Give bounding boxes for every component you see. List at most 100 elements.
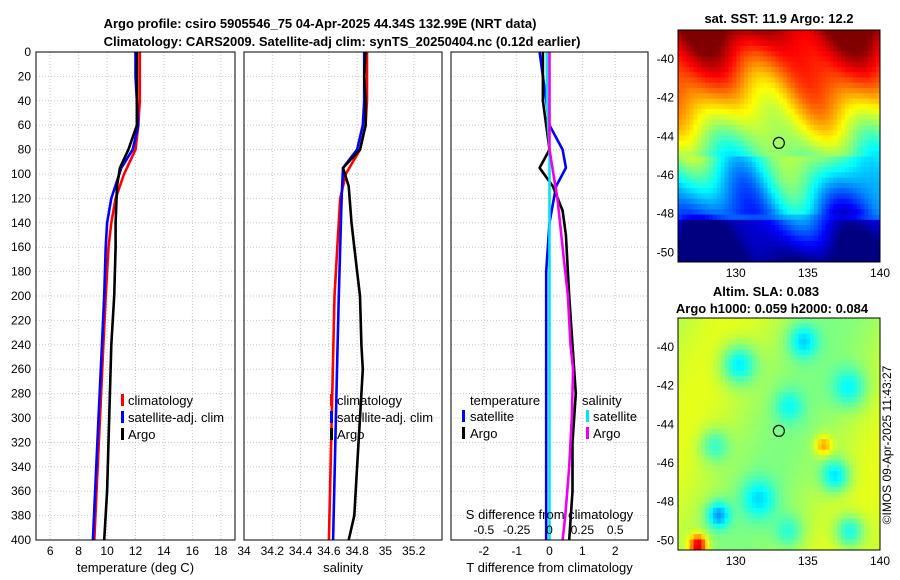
map-cell	[841, 486, 846, 493]
map-cell	[744, 465, 749, 472]
map-cell	[728, 146, 733, 152]
map-cell	[817, 256, 823, 263]
map-cell	[790, 93, 795, 99]
map-cell	[833, 360, 838, 366]
map-cell	[845, 349, 850, 356]
map-cell	[720, 209, 726, 215]
map-cell	[790, 376, 795, 382]
map-cell	[767, 365, 772, 372]
map-cell	[744, 209, 749, 215]
map-cell	[868, 318, 873, 324]
map-cell	[782, 492, 788, 498]
map-cell	[747, 513, 753, 519]
map-cell	[697, 349, 702, 356]
map-cell	[779, 534, 784, 540]
map-cell	[779, 412, 784, 419]
map-cell	[864, 51, 869, 57]
map-cell	[860, 423, 865, 430]
map-cell	[693, 235, 698, 242]
map-cell	[841, 98, 846, 105]
map-cell	[678, 72, 683, 78]
map-cell	[720, 56, 726, 63]
map-cell	[763, 502, 768, 509]
map-cell	[806, 497, 811, 503]
map-cell	[751, 318, 757, 324]
map-cell	[771, 209, 776, 215]
map-cell	[848, 528, 854, 535]
map-cell	[782, 354, 788, 361]
map-cell	[825, 497, 830, 503]
map-cell	[740, 182, 745, 189]
map-cell	[712, 182, 718, 189]
map-cell	[775, 528, 780, 535]
map-cell	[775, 77, 780, 84]
map-cell	[813, 256, 819, 263]
map-cell	[798, 476, 803, 482]
map-cell	[740, 370, 745, 377]
map-cell	[732, 523, 737, 530]
map-cell	[736, 193, 741, 200]
map-cell	[782, 397, 788, 403]
map-cell	[681, 109, 687, 115]
map-x-tick-label: 130	[726, 266, 746, 280]
map-cell	[685, 402, 691, 409]
map-cell	[860, 412, 865, 419]
map-cell	[872, 502, 877, 509]
map-cell	[724, 82, 729, 89]
map-cell	[744, 523, 749, 530]
map-cell	[767, 209, 772, 215]
map-cell	[775, 513, 780, 519]
map-cell	[810, 146, 815, 152]
map-cell	[856, 204, 861, 210]
map-cell	[732, 486, 737, 493]
map-cell	[868, 328, 873, 335]
map-cell	[860, 523, 865, 530]
map-cell	[767, 418, 772, 424]
map-cell	[697, 465, 702, 472]
map-cell	[864, 172, 869, 179]
map-cell	[825, 119, 830, 126]
map-cell	[864, 161, 869, 168]
map-cell	[693, 45, 698, 52]
map-cell	[876, 349, 881, 356]
map-cell	[720, 481, 726, 488]
map-cell	[837, 177, 842, 184]
map-cell	[790, 518, 795, 525]
map-cell	[744, 497, 749, 503]
map-cell	[681, 135, 687, 142]
series-line-temperature-argo	[538, 52, 578, 541]
map-cell	[802, 428, 807, 435]
map-cell	[747, 188, 753, 194]
map-cell	[868, 124, 873, 131]
map-cell	[709, 151, 714, 157]
map-cell	[747, 365, 753, 372]
map-cell	[782, 230, 788, 237]
map-cell	[771, 51, 776, 57]
map-cell	[825, 177, 830, 184]
map-cell	[712, 455, 718, 461]
map-cell	[763, 146, 768, 152]
map-cell	[790, 444, 795, 451]
map-cell	[872, 507, 877, 514]
map-cell	[740, 376, 745, 382]
map-cell	[732, 528, 737, 535]
map-cell	[868, 77, 873, 84]
map-cell	[759, 486, 764, 493]
map-cell	[794, 476, 799, 482]
map-cell	[864, 333, 869, 340]
map-cell	[798, 77, 803, 84]
map-cell	[837, 376, 842, 382]
map-cell	[740, 497, 745, 503]
map-cell	[736, 523, 741, 530]
map-cell	[813, 391, 819, 398]
map-cell	[685, 328, 691, 335]
map-cell	[868, 412, 873, 419]
map-cell	[829, 523, 834, 530]
map-cell	[864, 492, 869, 498]
map-cell	[794, 534, 799, 540]
map-cell	[740, 146, 745, 152]
map-cell	[709, 235, 714, 242]
map-cell	[864, 109, 869, 115]
map-cell	[786, 423, 792, 430]
map-cell	[681, 412, 687, 419]
